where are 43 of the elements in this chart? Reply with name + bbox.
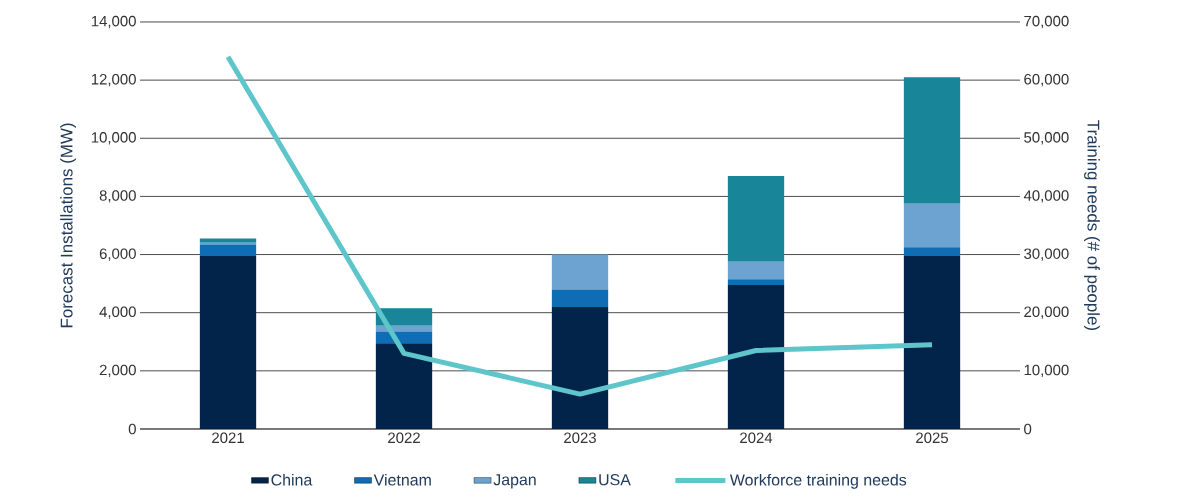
y2-tick-label: 0 bbox=[1024, 423, 1032, 435]
legend-label: Workforce training needs bbox=[729, 473, 907, 489]
y-tick-label: 6,000 bbox=[99, 248, 136, 261]
x-tick-label: 2023 bbox=[564, 432, 596, 444]
bar bbox=[727, 261, 785, 280]
y2-axis-title: Training needs (# of people) bbox=[1084, 120, 1100, 330]
bar bbox=[727, 176, 785, 262]
x-tick-label: 2022 bbox=[388, 432, 420, 444]
y2-tick-label: 30,000 bbox=[1024, 248, 1069, 261]
x-tick-label: 2024 bbox=[740, 432, 773, 444]
bar bbox=[903, 203, 961, 248]
bar bbox=[551, 254, 609, 290]
y-tick-label: 12,000 bbox=[91, 73, 136, 87]
y-tick-label: 0 bbox=[128, 423, 136, 435]
legend-label: Vietnam bbox=[373, 473, 431, 486]
y2-tick-label: 70,000 bbox=[1024, 15, 1069, 29]
y-axis-title: Forecast Installations (MW) bbox=[60, 123, 76, 328]
bar bbox=[199, 238, 257, 243]
y-tick-label: 2,000 bbox=[99, 364, 136, 378]
y2-tick-label: 20,000 bbox=[1024, 306, 1069, 319]
y-tick-label: 4,000 bbox=[99, 306, 136, 319]
bar bbox=[903, 247, 961, 257]
y-tick-label: 8,000 bbox=[99, 190, 136, 203]
x-tick-label: 2025 bbox=[916, 432, 948, 444]
bar bbox=[551, 306, 609, 429]
bar bbox=[903, 256, 961, 429]
y-tick-label: 14,000 bbox=[91, 15, 136, 29]
x-tick-label: 2021 bbox=[212, 432, 244, 444]
legend-label: USA bbox=[599, 474, 631, 486]
bar bbox=[199, 244, 257, 257]
y2-tick-label: 60,000 bbox=[1024, 73, 1069, 87]
bar bbox=[903, 77, 961, 204]
legend-label: Japan bbox=[493, 474, 536, 489]
bar bbox=[551, 289, 609, 307]
legend-label: China bbox=[271, 473, 313, 486]
bar bbox=[375, 343, 433, 429]
y2-tick-label: 50,000 bbox=[1024, 132, 1069, 145]
bar bbox=[727, 285, 785, 429]
bar bbox=[199, 256, 257, 429]
bar bbox=[727, 279, 785, 286]
y2-tick-label: 40,000 bbox=[1023, 190, 1069, 203]
y-tick-label: 10,000 bbox=[91, 132, 136, 145]
y2-tick-label: 10,000 bbox=[1024, 364, 1069, 378]
